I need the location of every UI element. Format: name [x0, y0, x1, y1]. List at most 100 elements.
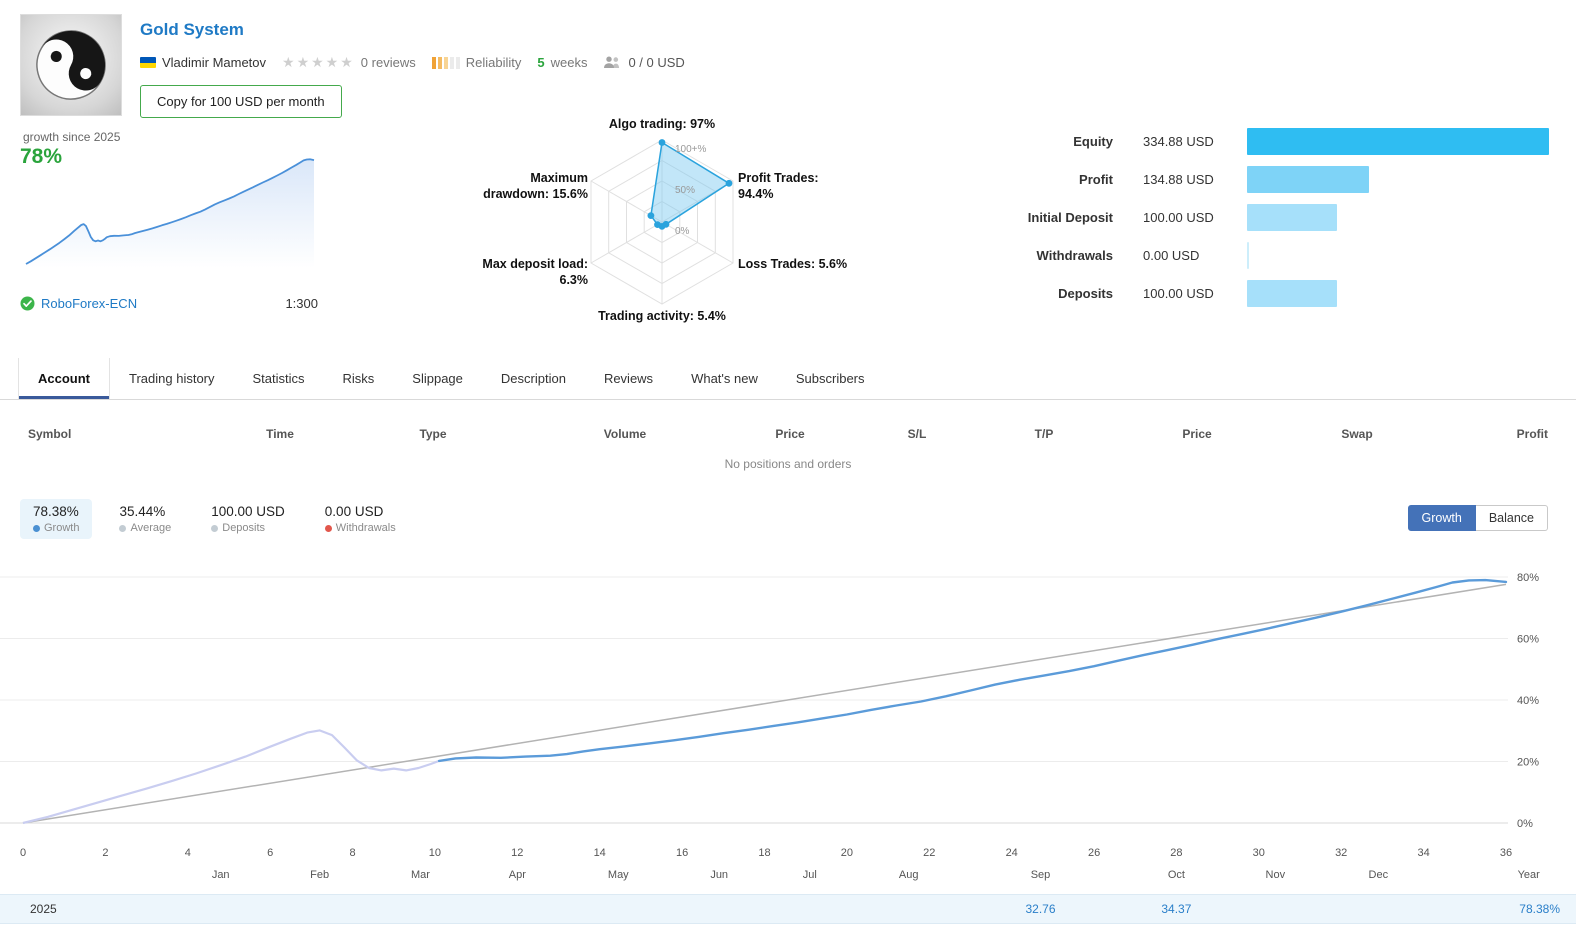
- summary-label: Growth: [33, 522, 79, 534]
- equity-bar: [1247, 241, 1250, 269]
- growth-chart-svg: 0% 20% 40% 60% 80%: [0, 572, 1539, 830]
- equity-bar: [1247, 203, 1338, 231]
- growth-caption: growth since 2025: [23, 130, 121, 144]
- legend-dot-icon: [324, 524, 332, 532]
- column-header-profit: Profit: [1516, 427, 1548, 441]
- equity-row-label: Initial Deposit: [1027, 209, 1113, 225]
- month-label-mar: Mar: [411, 869, 430, 881]
- tab-description[interactable]: Description: [500, 371, 566, 386]
- summary-value: 0.00 USD: [324, 504, 384, 519]
- reliability-icon: [431, 56, 460, 69]
- summary-label-text: Average: [130, 522, 172, 534]
- balance-toggle-button[interactable]: Balance: [1475, 505, 1548, 531]
- summary-withdrawals: 0.00 USD Withdrawals: [312, 499, 409, 539]
- column-header-price: Price: [1182, 427, 1212, 441]
- reviews-link[interactable]: 0 reviews: [360, 55, 416, 70]
- month-label-jan: Jan: [211, 869, 230, 881]
- equity-bar-track: [1247, 279, 1549, 307]
- yearly-growth-row: 2025 32.76 34.37 78.38%: [0, 894, 1576, 924]
- summary-average: 35.44% Average: [106, 499, 184, 539]
- reliability-label: Reliability: [465, 55, 522, 70]
- x-tick-label: 8: [349, 847, 356, 859]
- x-tick-label: 14: [593, 847, 606, 859]
- x-tick-label: 26: [1087, 847, 1101, 859]
- month-label-oct: Oct: [1167, 869, 1185, 881]
- copy-signal-button[interactable]: Copy for 100 USD per month: [140, 85, 342, 118]
- summary-growth: 78.38% Growth: [20, 499, 93, 539]
- x-tick-label: 6: [267, 847, 274, 859]
- tab-risks[interactable]: Risks: [342, 371, 375, 386]
- equity-row-value: 134.88 USD: [1143, 171, 1214, 187]
- summary-label-text: Growth: [44, 522, 80, 534]
- signal-radar-chart: 100+% 50% 0% Algo trading: 97% Profit Trade…: [452, 110, 872, 345]
- month-label-year: Year: [1517, 869, 1540, 881]
- x-tick-label: 10: [428, 847, 442, 859]
- month-label-dec: Dec: [1368, 869, 1389, 881]
- tab-reviews[interactable]: Reviews: [603, 371, 654, 386]
- equity-row-value: 100.00 USD: [1143, 285, 1214, 301]
- svg-text:0%: 0%: [675, 226, 690, 237]
- summary-label-text: Withdrawals: [335, 522, 396, 534]
- summary-deposits: 100.00 USD Deposits: [198, 499, 298, 539]
- subscribers-funds: 0 / 0 USD: [628, 55, 685, 70]
- tab-bar: Account Trading history Statistics Risks Sli…: [0, 358, 1576, 400]
- growth-toggle-button[interactable]: Growth: [1407, 505, 1476, 531]
- equity-bar-track: [1247, 241, 1549, 269]
- x-tick-label: 2: [102, 847, 109, 859]
- x-tick-label: 18: [758, 847, 771, 859]
- month-label-jun: Jun: [710, 869, 729, 881]
- svg-text:20%: 20%: [1517, 757, 1539, 769]
- x-axis-ticks: 0 2 4 6 8 10 12 14 16 18 20 22 24 26 28 30 32 34 36: [0, 847, 1576, 860]
- month-label-sep: Sep: [1030, 869, 1051, 881]
- tab-what-s-new[interactable]: What's new: [691, 371, 758, 386]
- column-header-s-l: S/L: [907, 427, 927, 441]
- tab-subscribers[interactable]: Subscribers: [795, 371, 865, 386]
- equity-row-label: Equity: [1073, 133, 1113, 149]
- summary-value: 78.38%: [33, 504, 79, 519]
- x-tick-label: 24: [1005, 847, 1018, 859]
- summary-label: Withdrawals: [324, 522, 396, 534]
- column-header-swap: Swap: [1341, 427, 1373, 441]
- x-tick-label: 32: [1335, 847, 1348, 859]
- tab-trading-history[interactable]: Trading history: [129, 371, 215, 386]
- x-tick-label: 4: [184, 847, 191, 859]
- x-tick-label: 16: [675, 847, 689, 859]
- x-tick-label: 0: [19, 847, 27, 859]
- signal-overview: Gold System Vladimir Mametov ★★★★★ 0 rev…: [0, 0, 1576, 358]
- subscribers-icon: [604, 56, 620, 68]
- ukraine-flag-icon: [140, 57, 156, 68]
- broker-link[interactable]: RoboForex-ECN: [41, 296, 138, 311]
- equity-row-equity: Equity 334.88 USD: [1000, 122, 1560, 160]
- verified-check-icon: [20, 296, 35, 311]
- growth-sparkline-chart: [25, 158, 315, 268]
- equity-row-label: Profit: [1079, 171, 1113, 187]
- monthly-growth-oct: 34.37: [1161, 902, 1192, 916]
- positions-table-header: Symbol Time Type Volume Price S/L T/P Price Swap…: [0, 427, 1576, 443]
- tab-account[interactable]: Account: [18, 358, 110, 399]
- summary-label-text: Deposits: [222, 522, 266, 534]
- monthly-growth-sep: 32.76: [1025, 902, 1056, 916]
- monthly-growth-year: 78.38%: [1519, 902, 1560, 916]
- month-label-may: May: [607, 869, 629, 881]
- column-header-price: Price: [775, 427, 805, 441]
- author-link[interactable]: Vladimir Mametov: [162, 55, 267, 70]
- tab-slippage[interactable]: Slippage: [412, 371, 463, 386]
- equity-bar: [1247, 165, 1369, 193]
- summary-label: Average: [119, 522, 171, 534]
- month-label-feb: Feb: [310, 869, 330, 881]
- column-header-volume: Volume: [603, 427, 647, 441]
- column-header-t-p: T/P: [1034, 427, 1054, 441]
- x-tick-label: 20: [840, 847, 854, 859]
- equity-bar-track: [1247, 127, 1549, 155]
- equity-row-deposits: Deposits 100.00 USD: [1000, 274, 1560, 312]
- equity-row-initial-deposit: Initial Deposit 100.00 USD: [1000, 198, 1560, 236]
- growth-value: 78%: [20, 145, 63, 168]
- svg-text:100+%: 100+%: [675, 144, 707, 155]
- signal-meta-row: Vladimir Mametov ★★★★★ 0 reviews Reliabi…: [140, 54, 701, 71]
- tab-statistics[interactable]: Statistics: [252, 371, 305, 386]
- legend-dot-icon: [119, 524, 127, 532]
- equity-row-value: 0.00 USD: [1143, 247, 1200, 263]
- growth-chart: 0% 20% 40% 60% 80%: [0, 555, 1576, 835]
- svg-text:80%: 80%: [1517, 572, 1539, 584]
